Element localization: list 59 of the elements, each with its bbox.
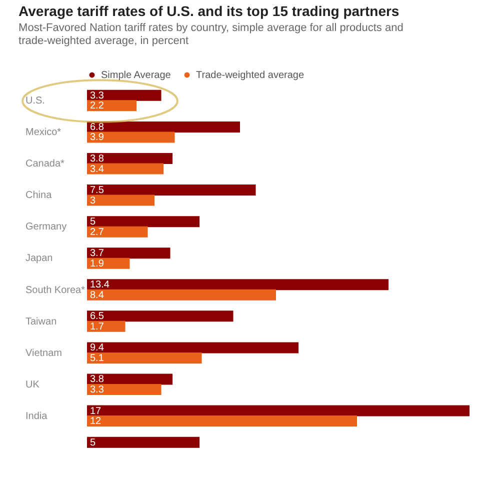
data-label: 5 (90, 216, 96, 228)
data-label: 3.8 (90, 154, 104, 164)
data-label: 13.4 (90, 280, 110, 291)
data-label: 12 (90, 416, 102, 428)
data-label: 2.2 (90, 100, 104, 112)
data-label: 3 (90, 195, 96, 206)
bar (87, 163, 164, 174)
y-tick-label: U.S. (26, 96, 45, 107)
data-label: 5 (90, 437, 96, 448)
bar (87, 248, 170, 259)
data-label: 17 (90, 406, 102, 417)
chart-title: Average tariff rates of U.S. and its top 15 trading partners (18, 3, 400, 19)
data-label: 1.7 (90, 321, 104, 332)
bar (87, 153, 172, 164)
bar (87, 100, 136, 112)
bar (87, 289, 276, 300)
bar (87, 216, 200, 228)
y-tick-label: UK (26, 379, 40, 390)
data-label: 2.7 (90, 226, 104, 238)
bar (87, 132, 175, 143)
data-label: 3.4 (90, 164, 104, 175)
y-tick-label: Vietnam (26, 348, 62, 359)
chart-subtitle: Most-Favored Nation tariff rates by country, simple average for all products and trade-weighted average, in percent (18, 22, 404, 47)
bar (87, 416, 357, 427)
bar (87, 279, 388, 290)
y-tick-label: Germany (26, 222, 67, 233)
data-label: 3.7 (90, 248, 104, 260)
data-label: 9.4 (90, 342, 104, 354)
bar (87, 405, 470, 416)
data-label: 1.9 (90, 258, 104, 270)
bar (87, 342, 298, 354)
y-tick-label: South Korea* (26, 284, 86, 296)
bar (87, 184, 256, 196)
y-tick-label: Canada* (26, 158, 65, 170)
y-tick-label: Taiwan (26, 316, 57, 328)
y-tick-label: India (26, 410, 48, 422)
data-label: 3.3 (90, 384, 104, 396)
bar (87, 436, 200, 448)
data-label: 8.4 (90, 290, 104, 301)
y-tick-label: China (26, 190, 52, 202)
bar (87, 310, 234, 322)
bar (87, 384, 162, 395)
data-label: 3.9 (90, 132, 104, 144)
data-label: 6.8 (90, 122, 104, 133)
bar (87, 352, 202, 364)
data-label: 3.8 (90, 374, 104, 386)
legend-label: Trade-weighted average (196, 70, 304, 81)
legend-label: Simple Average (101, 70, 172, 81)
data-label: 6.5 (90, 311, 104, 322)
bar (87, 226, 148, 238)
data-label: 7.5 (90, 185, 104, 196)
data-label: 5.1 (90, 352, 104, 364)
data-label: 3.3 (90, 90, 104, 102)
y-tick-label: Japan (26, 253, 53, 264)
bar (87, 374, 172, 385)
bar (87, 258, 130, 269)
bar (87, 320, 126, 332)
bar (87, 194, 154, 206)
y-tick-label: Mexico* (26, 127, 62, 138)
